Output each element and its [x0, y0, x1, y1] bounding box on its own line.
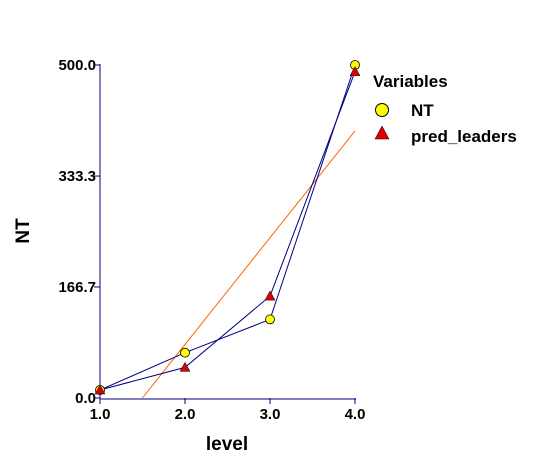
- y-tick-label: 0.0: [75, 390, 96, 407]
- legend: Variables NT pred_leaders: [373, 72, 517, 146]
- point-pred-leaders: [264, 290, 276, 301]
- series-line-pred-leaders: [99, 71, 356, 391]
- connector-line-layer: [99, 64, 356, 391]
- x-tick-label: 4.0: [345, 406, 366, 423]
- axes: [99, 64, 356, 400]
- point-pred-leaders: [349, 66, 361, 76]
- ticks: 0.0 166.7 333.3 500.0 1.0 2.0 3.0 4.0: [58, 57, 365, 423]
- fit-line-layer: [142, 130, 356, 399]
- legend-pred-leaders-marker: [374, 125, 390, 140]
- y-axis-title: NT: [13, 218, 34, 244]
- x-axis-title: level: [206, 434, 248, 455]
- x-tick-label: 2.0: [175, 406, 196, 423]
- point-pred-leaders: [179, 361, 191, 372]
- legend-label-nt: NT: [411, 101, 434, 120]
- legend-nt-marker: [375, 103, 389, 117]
- point-pred-leaders: [94, 384, 106, 395]
- legend-title: Variables: [373, 72, 448, 91]
- series-line-nt: [99, 64, 356, 391]
- point-nt: [180, 347, 190, 358]
- fit-line: [142, 130, 356, 399]
- legend-label-pred-leaders: pred_leaders: [411, 127, 517, 146]
- x-tick-label: 3.0: [260, 406, 281, 423]
- markers: [94, 60, 361, 395]
- x-tick-label: 1.0: [90, 406, 111, 423]
- y-tick-label: 166.7: [58, 279, 96, 296]
- y-tick-label: 500.0: [58, 57, 96, 74]
- y-tick-label: 333.3: [58, 168, 96, 185]
- point-nt: [265, 314, 275, 325]
